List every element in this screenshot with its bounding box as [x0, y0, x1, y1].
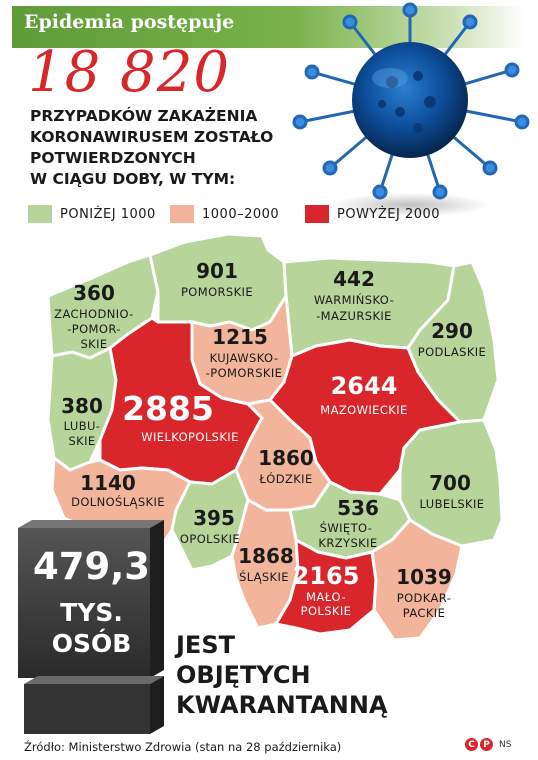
region-value: 1140 — [80, 471, 136, 495]
headline-subtitle: PRZYPADKÓW ZAKAŻENIA KORONAWIRUSEM ZOSTA… — [30, 106, 330, 190]
quarantine-unit: TYS. OSÓB — [24, 597, 159, 659]
label-opolskie: 395 OPOLSKIE — [180, 506, 240, 546]
region-name: POMORSKIE — [181, 285, 253, 299]
copyright-icon: C — [465, 738, 478, 751]
region-name: -MAZURSKIE — [316, 309, 392, 323]
label-slaskie: 1868 ŚLĄSKIE — [238, 544, 294, 584]
region-name: -POMOR- — [67, 322, 121, 336]
region-value: 2165 — [293, 562, 360, 590]
region-value: 2885 — [122, 389, 214, 428]
header-title: Epidemia postępuje — [24, 11, 235, 33]
coronavirus-icon — [292, 2, 530, 217]
quarantine-caption-line: OBJĘTYCH — [176, 661, 311, 689]
subtitle-line: KORONAWIRUSEM ZOSTAŁO — [30, 128, 274, 146]
region-value: 380 — [61, 394, 103, 418]
label-warminsko-mazurskie: 442 WARMIŃSKO- -MAZURSKIE — [314, 267, 394, 323]
region-name: SKIE — [80, 337, 107, 351]
region-value: 700 — [429, 471, 471, 495]
region-name: MAŁO- — [306, 590, 346, 604]
region-malopolskie — [274, 538, 378, 636]
label-lubuskie: 380 LUBU- SKIE — [61, 394, 103, 448]
region-value: 1215 — [212, 325, 268, 349]
legend-swatch-high — [305, 205, 329, 223]
region-name: SKIE — [68, 434, 95, 448]
region-name: MAZOWIECKIE — [320, 403, 407, 417]
label-lubelskie: 700 LUBELSKIE — [420, 471, 485, 511]
press-icon: P — [480, 738, 493, 751]
author-credit: NS — [499, 739, 512, 750]
legend-swatch-mid — [170, 205, 194, 223]
region-value: 2644 — [331, 372, 398, 400]
region-name: ŁÓDZKIE — [258, 471, 312, 486]
region-name: WIELKOPOLSKIE — [141, 430, 239, 444]
subtitle-line: POTWIERDZONYCH — [30, 149, 196, 167]
legend-item-mid: 1000–2000 — [170, 202, 279, 226]
region-name: PODKAR- — [397, 591, 452, 605]
region-value: 395 — [193, 506, 235, 530]
subtitle-line: PRZYPADKÓW ZAKAŻENIA — [30, 107, 258, 125]
legend-item-low: PONIŻEJ 1000 — [28, 202, 156, 226]
region-name: ŚWIĘTO- — [320, 520, 373, 535]
label-podkarpackie: 1039 PODKAR- PACKIE — [396, 565, 452, 620]
region-name: PACKIE — [403, 606, 446, 620]
label-pomorskie: 901 POMORSKIE — [181, 259, 253, 299]
legend-swatch-low — [28, 205, 52, 223]
legend-label: PONIŻEJ 1000 — [60, 206, 156, 222]
region-lubelskie — [398, 418, 504, 548]
region-value: 1860 — [258, 446, 314, 470]
label-swietokrzyskie: 536 ŚWIĘTO- KRZYSKIE — [318, 496, 378, 550]
quarantine-block — [18, 520, 164, 734]
region-value: 290 — [431, 319, 473, 343]
label-lodzkie: 1860 ŁÓDZKIE — [258, 446, 314, 486]
legend-label: POWYŻEJ 2000 — [337, 206, 441, 222]
region-value: 360 — [73, 281, 115, 305]
copyright-marks: C P NS — [465, 738, 511, 751]
label-wielkopolskie: 2885 WIELKOPOLSKIE — [122, 389, 239, 444]
region-name: ŚLĄSKIE — [239, 569, 289, 584]
region-value: 1039 — [396, 565, 452, 589]
region-name: POLSKIE — [301, 604, 352, 618]
quarantine-caption: JEST OBJĘTYCH KWARANTANNĄ — [176, 630, 388, 720]
legend-label: 1000–2000 — [202, 206, 280, 222]
quarantine-caption-line: KWARANTANNĄ — [176, 691, 388, 719]
region-name: PODLASKIE — [418, 345, 486, 359]
region-name: OPOLSKIE — [180, 532, 240, 546]
legend-item-high: POWYŻEJ 2000 — [305, 202, 440, 226]
quarantine-unit-line: OSÓB — [51, 629, 132, 658]
quarantine-caption-line: JEST — [176, 631, 235, 659]
region-value: 901 — [196, 259, 238, 283]
label-mazowieckie: 2644 MAZOWIECKIE — [320, 372, 407, 417]
region-name: KUJAWSKO- — [210, 351, 279, 365]
label-podlaskie: 290 PODLASKIE — [418, 319, 486, 359]
daily-cases-number: 18 820 — [28, 40, 230, 105]
label-dolnoslaskie: 1140 DOLNOŚLĄSKIE — [71, 471, 165, 509]
region-name: WARMIŃSKO- — [314, 292, 394, 307]
legend: PONIŻEJ 1000 1000–2000 POWYŻEJ 2000 — [28, 202, 448, 226]
label-kujawsko-pomorskie: 1215 KUJAWSKO- -POMORSKIE — [206, 325, 283, 380]
source-note: Źródło: Ministerstwo Zdrowia (stan na 28… — [24, 740, 342, 754]
label-malopolskie: 2165 MAŁO- POLSKIE — [293, 562, 360, 618]
region-name: -POMORSKIE — [206, 366, 283, 380]
region-value: 1868 — [238, 544, 294, 568]
region-name: LUBELSKIE — [420, 497, 485, 511]
region-value: 536 — [337, 496, 379, 520]
quarantine-number: 479,3 — [32, 545, 151, 588]
label-zachodniopomorskie: 360 ZACHODNIO- -POMOR- SKIE — [54, 281, 134, 351]
region-name: ZACHODNIO- — [54, 307, 134, 321]
region-value: 442 — [333, 267, 375, 291]
region-name: LUBU- — [64, 419, 101, 433]
header-band — [12, 6, 524, 48]
region-podkarpackie — [370, 518, 464, 642]
region-name: KRZYSKIE — [318, 536, 377, 550]
quarantine-unit-line: TYS. — [60, 598, 123, 627]
subtitle-line: W CIĄGU DOBY, W TYM: — [30, 170, 236, 188]
region-name: DOLNOŚLĄSKIE — [71, 494, 165, 509]
